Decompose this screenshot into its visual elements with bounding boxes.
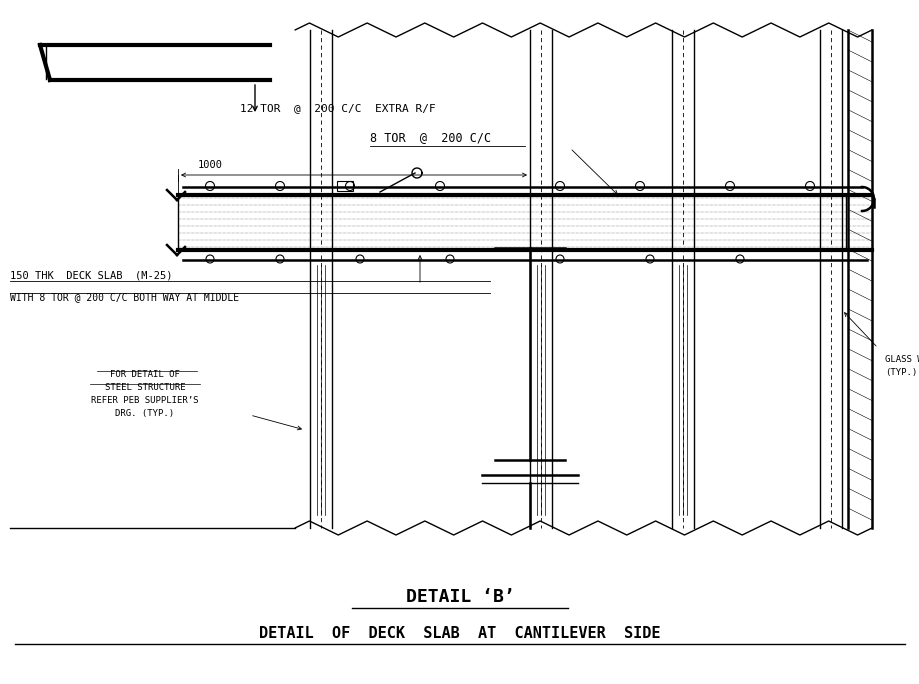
Text: 8 TOR  @  200 C/C: 8 TOR @ 200 C/C [370,131,491,144]
Bar [337,181,353,191]
Text: DETAIL ‘B’: DETAIL ‘B’ [405,588,515,606]
Text: REFER PEB SUPPLIER’S: REFER PEB SUPPLIER’S [91,396,199,405]
Text: FOR DETAIL OF: FOR DETAIL OF [110,370,180,379]
Text: 12 TOR  @  200 C/C  EXTRA R/F: 12 TOR @ 200 C/C EXTRA R/F [240,103,436,113]
Text: STEEL STRUCTURE: STEEL STRUCTURE [105,383,186,392]
Text: DRG. (TYP.): DRG. (TYP.) [116,409,175,418]
Text: GLASS WORK: GLASS WORK [885,356,919,365]
Text: (TYP.): (TYP.) [885,369,917,378]
Text: 150 THK  DECK SLAB  (M-25): 150 THK DECK SLAB (M-25) [10,270,173,280]
Text: WITH 8 TOR @ 200 C/C BOTH WAY AT MIDDLE: WITH 8 TOR @ 200 C/C BOTH WAY AT MIDDLE [10,292,239,302]
Text: 1000: 1000 [198,160,223,170]
Text: DETAIL  OF  DECK  SLAB  AT  CANTILEVER  SIDE: DETAIL OF DECK SLAB AT CANTILEVER SIDE [259,625,661,640]
